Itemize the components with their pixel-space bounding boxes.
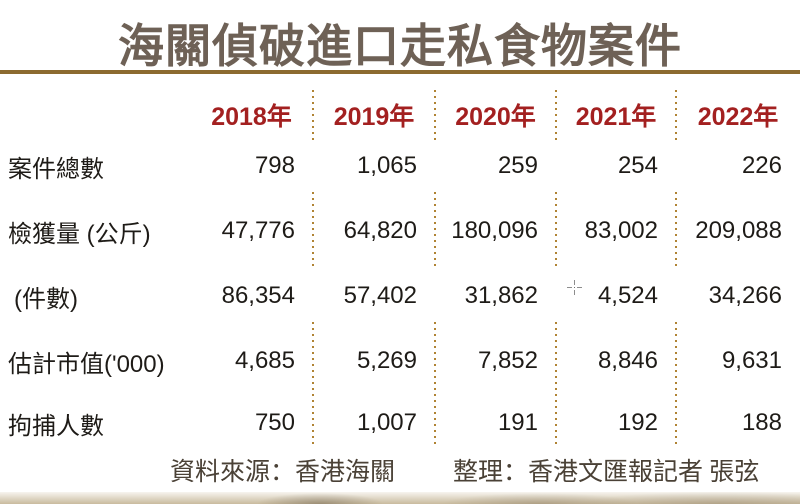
row-label: (件數) bbox=[14, 285, 78, 313]
table-row: 檢獲量 (公斤) 47,776 64,820 180,096 83,002 20… bbox=[0, 192, 800, 270]
table-row: 案件總數 798 1,065 259 254 226 bbox=[0, 140, 800, 192]
column-header-2020: 2020年 bbox=[455, 103, 536, 131]
row-label: 檢獲量 (公斤) bbox=[8, 220, 151, 248]
data-source-text: 資料來源：香港海關 bbox=[170, 459, 396, 486]
row-band-white-1 bbox=[0, 140, 800, 192]
column-separator-dotted bbox=[434, 192, 436, 270]
column-separator-dotted bbox=[312, 322, 314, 446]
row-band-white-2 bbox=[0, 270, 800, 322]
table-cell: 5,269 bbox=[356, 347, 417, 374]
table-cell: 86,354 bbox=[221, 282, 295, 309]
column-header-2021: 2021年 bbox=[575, 103, 657, 131]
table-cell: 226 bbox=[741, 152, 782, 179]
table-cell: 4,685 bbox=[234, 347, 295, 374]
column-separator-dotted bbox=[555, 322, 557, 446]
column-separator-dotted bbox=[312, 90, 314, 140]
table-cell: 83,002 bbox=[584, 217, 658, 244]
table-cell: 7,852 bbox=[477, 347, 538, 374]
row-label: 估計市值('000) bbox=[8, 350, 165, 378]
table-cell: 191 bbox=[497, 409, 538, 436]
column-header-2018: 2018年 bbox=[211, 103, 292, 131]
column-separator-dotted bbox=[675, 90, 677, 140]
table-cell: 259 bbox=[497, 152, 538, 179]
column-separator-dotted bbox=[312, 192, 314, 270]
corner-empty-cell bbox=[0, 99, 190, 115]
column-separator-dotted bbox=[675, 192, 677, 270]
column-header-2019: 2019年 bbox=[333, 103, 415, 131]
page-title: 海關偵破進口走私食物案件 bbox=[118, 20, 682, 72]
table-cell: 188 bbox=[741, 409, 782, 436]
bottom-photo-edge bbox=[0, 492, 800, 504]
table-row: (件數) 86,354 57,402 31,862 4,524 34,266 bbox=[0, 270, 800, 322]
table-cell: 4,524 bbox=[597, 282, 658, 309]
column-separator-dotted bbox=[555, 90, 557, 140]
table-cell: 1,065 bbox=[356, 152, 417, 179]
column-separator-dotted bbox=[675, 322, 677, 446]
editor-credit-text: 整理：香港文匯報記者 張弦 bbox=[453, 459, 760, 486]
column-separator-dotted bbox=[434, 322, 436, 446]
table-cell: 31,862 bbox=[464, 282, 538, 309]
table-cell: 192 bbox=[617, 409, 658, 436]
table-cell: 57,402 bbox=[343, 282, 417, 309]
column-separator-dotted bbox=[434, 90, 436, 140]
table-cell: 34,266 bbox=[708, 282, 782, 309]
table-cell: 180,096 bbox=[451, 217, 538, 244]
footer-credits: 資料來源：香港海關 整理：香港文匯報記者 張弦 bbox=[0, 452, 800, 488]
row-label: 案件總數 bbox=[8, 155, 104, 183]
table-cell: 254 bbox=[617, 152, 658, 179]
table-cell: 209,088 bbox=[695, 217, 782, 244]
table-cell: 64,820 bbox=[343, 217, 417, 244]
table-cell: 798 bbox=[254, 152, 295, 179]
table-row: 估計市值('000) 4,685 5,269 7,852 8,846 9,631 bbox=[0, 322, 800, 400]
table-row: 拘捕人數 750 1,007 191 192 188 bbox=[0, 400, 800, 446]
table-cell: 47,776 bbox=[221, 217, 295, 244]
crosshair-cursor-icon bbox=[567, 280, 582, 295]
table-header-row: 2018年 2019年 2020年 2021年 2022年 bbox=[0, 74, 800, 140]
title-divider-rule bbox=[0, 70, 800, 74]
table-cell: 750 bbox=[254, 409, 295, 436]
column-separator-dotted bbox=[555, 192, 557, 270]
table-cell: 8,846 bbox=[597, 347, 658, 374]
table-cell: 9,631 bbox=[721, 347, 782, 374]
table-cell: 1,007 bbox=[356, 409, 417, 436]
column-header-2022: 2022年 bbox=[697, 103, 779, 131]
row-label: 拘捕人數 bbox=[8, 412, 104, 440]
row-band-white-3 bbox=[0, 400, 800, 446]
